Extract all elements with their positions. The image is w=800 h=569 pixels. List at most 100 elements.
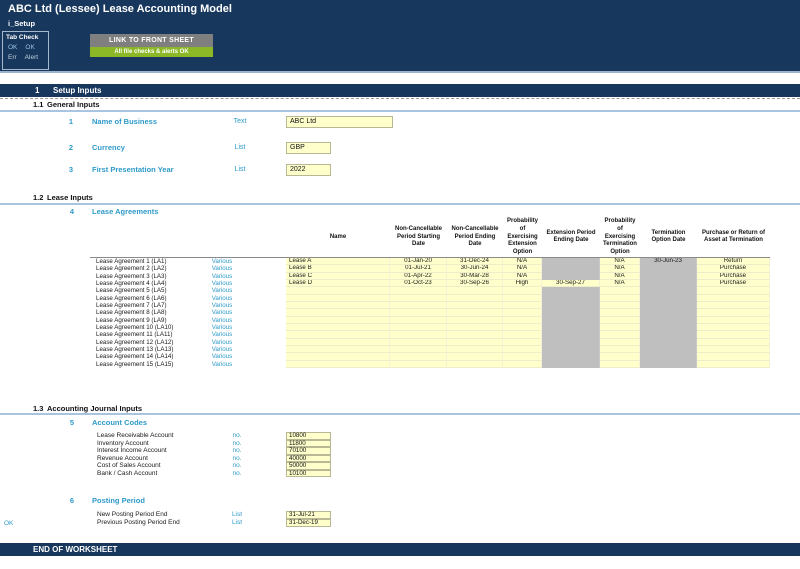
lease-input-cell[interactable]: High [503,280,542,287]
lease-input-cell[interactable]: 30-Jun-24 [447,265,503,272]
first-presentation-year-input[interactable]: 2022 [286,164,331,176]
lease-input-cell[interactable] [697,339,770,346]
lease-input-cell[interactable] [600,339,640,346]
lease-input-cell[interactable] [286,295,390,302]
lease-input-cell[interactable] [600,324,640,331]
lease-input-cell[interactable] [697,346,770,353]
lease-input-cell[interactable] [697,295,770,302]
account-code-input[interactable]: 50000 [286,462,331,470]
lease-input-cell[interactable] [503,331,542,338]
lease-input-cell[interactable] [503,339,542,346]
lease-input-cell[interactable] [390,302,447,309]
account-code-input[interactable]: 10100 [286,470,331,478]
lease-input-cell[interactable]: N/A [600,258,640,265]
lease-input-cell[interactable] [503,317,542,324]
posting-period-input[interactable]: 31-Jul-21 [286,511,331,519]
lease-input-cell[interactable] [390,287,447,294]
account-code-input[interactable]: 40000 [286,455,331,463]
lease-input-cell[interactable] [447,339,503,346]
lease-input-cell[interactable] [286,317,390,324]
lease-input-cell[interactable] [390,361,447,368]
lease-input-cell[interactable] [600,353,640,360]
lease-input-cell[interactable] [600,361,640,368]
lease-input-cell[interactable] [447,361,503,368]
lease-input-cell[interactable] [286,353,390,360]
currency-input[interactable]: GBP [286,142,331,154]
lease-input-cell[interactable] [447,317,503,324]
lease-input-cell[interactable] [390,353,447,360]
lease-input-cell[interactable] [286,331,390,338]
lease-input-cell[interactable] [286,346,390,353]
lease-input-cell[interactable]: Return [697,258,770,265]
lease-input-cell[interactable]: 30-Mar-28 [447,273,503,280]
lease-input-cell[interactable]: Purchase [697,273,770,280]
lease-input-cell[interactable] [286,339,390,346]
link-to-front-sheet-button[interactable]: LINK TO FRONT SHEET [90,34,213,47]
lease-input-cell[interactable] [447,331,503,338]
posting-period-input[interactable]: 31-Dec-19 [286,519,331,527]
lease-input-cell[interactable] [390,339,447,346]
lease-input-cell[interactable]: N/A [600,280,640,287]
lease-input-cell[interactable] [600,317,640,324]
lease-input-cell[interactable] [390,295,447,302]
lease-input-cell[interactable]: 30-Sep-26 [447,280,503,287]
lease-input-cell[interactable] [390,317,447,324]
lease-input-cell[interactable] [697,287,770,294]
lease-input-cell[interactable] [390,309,447,316]
lease-input-cell[interactable] [390,331,447,338]
lease-input-cell[interactable] [447,287,503,294]
lease-input-cell[interactable] [697,331,770,338]
lease-input-cell[interactable]: N/A [600,273,640,280]
lease-input-cell[interactable]: N/A [503,273,542,280]
lease-input-cell[interactable] [447,324,503,331]
lease-input-cell[interactable]: Lease B [286,265,390,272]
lease-input-cell[interactable]: 01-Oct-23 [390,280,447,287]
lease-input-cell[interactable] [447,309,503,316]
lease-input-cell[interactable] [503,353,542,360]
lease-input-cell[interactable] [697,361,770,368]
lease-input-cell[interactable] [600,309,640,316]
lease-input-cell[interactable]: 01-Apr-22 [390,273,447,280]
lease-input-cell[interactable] [697,353,770,360]
lease-input-cell[interactable] [447,353,503,360]
lease-input-cell[interactable] [447,346,503,353]
account-code-input[interactable]: 11800 [286,440,331,448]
lease-input-cell[interactable] [503,309,542,316]
lease-input-cell[interactable] [390,346,447,353]
lease-input-cell[interactable]: Lease C [286,273,390,280]
lease-input-cell[interactable]: 31-Dec-24 [447,258,503,265]
lease-input-cell[interactable] [600,346,640,353]
lease-input-cell[interactable] [390,324,447,331]
lease-input-cell[interactable] [600,295,640,302]
lease-input-cell[interactable] [697,302,770,309]
lease-input-cell[interactable] [697,309,770,316]
lease-input-cell[interactable] [503,324,542,331]
lease-input-cell[interactable] [503,346,542,353]
lease-input-cell[interactable] [697,324,770,331]
lease-input-cell[interactable] [286,302,390,309]
lease-input-cell[interactable]: Purchase [697,265,770,272]
lease-input-cell[interactable] [697,317,770,324]
account-code-input[interactable]: 70100 [286,447,331,455]
lease-input-cell[interactable] [286,324,390,331]
lease-input-cell[interactable] [286,309,390,316]
lease-input-cell[interactable]: 01-Jul-21 [390,265,447,272]
lease-input-cell[interactable] [600,331,640,338]
lease-input-cell[interactable]: 01-Jan-20 [390,258,447,265]
lease-input-cell[interactable] [286,287,390,294]
lease-input-cell[interactable]: N/A [503,265,542,272]
lease-input-cell[interactable]: Purchase [697,280,770,287]
account-code-input[interactable]: 10800 [286,432,331,440]
lease-input-cell[interactable] [600,287,640,294]
lease-input-cell[interactable]: N/A [600,265,640,272]
lease-input-cell[interactable] [286,361,390,368]
lease-input-cell[interactable]: Lease A [286,258,390,265]
lease-input-cell[interactable]: 30-Sep-27 [542,280,600,287]
lease-input-cell[interactable] [503,361,542,368]
lease-input-cell[interactable] [447,302,503,309]
lease-input-cell[interactable]: N/A [503,258,542,265]
name-of-business-input[interactable]: ABC Ltd [286,116,393,128]
lease-input-cell[interactable] [503,287,542,294]
lease-input-cell[interactable]: Lease D [286,280,390,287]
lease-input-cell[interactable] [600,302,640,309]
